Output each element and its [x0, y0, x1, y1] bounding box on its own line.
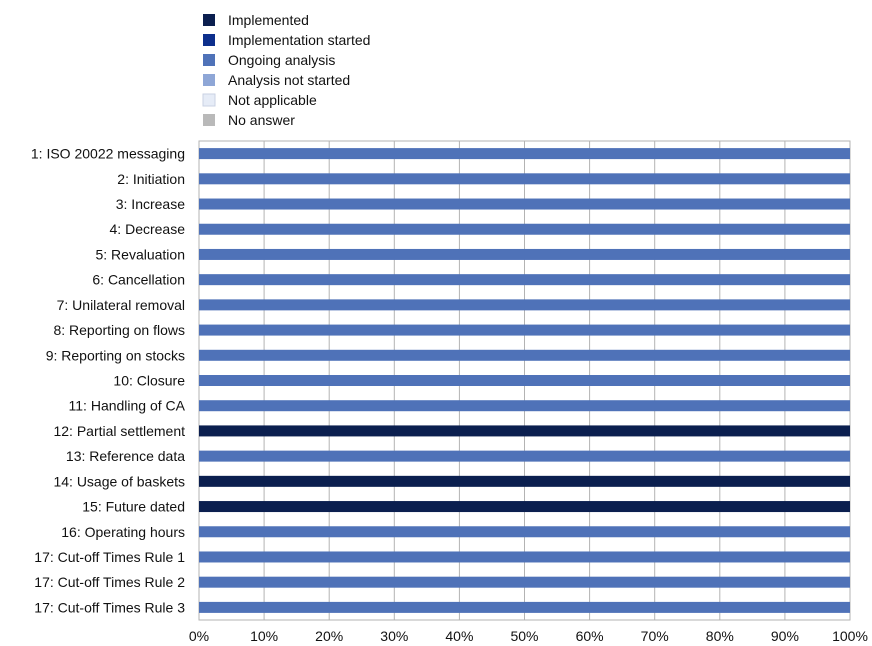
- legend-label-3: Analysis not started: [228, 72, 350, 88]
- category-label-18: 17: Cut-off Times Rule 2: [34, 574, 185, 590]
- category-label-5: 5: Revaluation: [95, 246, 185, 262]
- category-label-4: 4: Decrease: [110, 221, 186, 237]
- x-tick-label-1: 10%: [250, 628, 278, 644]
- legend-swatch-3: [203, 74, 215, 86]
- bar-11-series-2: [199, 400, 850, 412]
- category-label-11: 11: Handling of CA: [69, 398, 186, 414]
- bar-9-series-2: [199, 349, 850, 361]
- bar-10-series-2: [199, 375, 850, 386]
- category-label-6: 6: Cancellation: [92, 272, 185, 288]
- legend-swatch-0: [203, 14, 215, 26]
- bar-18-series-2: [199, 576, 850, 588]
- bar-4-series-2: [199, 223, 850, 235]
- legend-swatch-2: [203, 54, 215, 66]
- bar-17-series-2: [199, 551, 850, 563]
- bar-19-series-2: [199, 601, 850, 613]
- legend-label-2: Ongoing analysis: [228, 52, 335, 68]
- bar-14-series-0: [199, 475, 850, 487]
- x-tick-label-9: 90%: [771, 628, 799, 644]
- legend-label-5: No answer: [228, 112, 295, 128]
- bar-2-series-2: [199, 173, 850, 185]
- category-label-15: 15: Future dated: [82, 499, 185, 515]
- category-label-1: 1: ISO 20022 messaging: [31, 146, 185, 162]
- category-label-3: 3: Increase: [116, 196, 185, 212]
- category-label-10: 10: Closure: [113, 373, 185, 389]
- bar-6-series-2: [199, 274, 850, 286]
- legend-swatch-5: [203, 114, 215, 126]
- x-tick-label-6: 60%: [576, 628, 604, 644]
- bar-3-series-2: [199, 198, 850, 210]
- bar-8-series-2: [199, 324, 850, 336]
- bar-1-series-2: [199, 148, 850, 160]
- bar-12-series-0: [199, 425, 850, 437]
- legend-label-4: Not applicable: [228, 92, 317, 108]
- x-tick-label-8: 80%: [706, 628, 734, 644]
- legend-swatch-1: [203, 34, 215, 46]
- category-label-13: 13: Reference data: [66, 448, 185, 464]
- x-tick-label-7: 70%: [641, 628, 669, 644]
- x-tick-label-4: 40%: [445, 628, 473, 644]
- bar-7-series-2: [199, 299, 850, 311]
- x-tick-label-5: 50%: [510, 628, 538, 644]
- category-label-8: 8: Reporting on flows: [53, 322, 185, 338]
- legend-swatch-4: [202, 93, 216, 107]
- category-label-9: 9: Reporting on stocks: [46, 347, 185, 363]
- bar-5-series-2: [199, 248, 850, 260]
- category-label-17: 17: Cut-off Times Rule 1: [34, 549, 185, 565]
- category-label-7: 7: Unilateral removal: [57, 297, 185, 313]
- bar-13-series-2: [199, 450, 850, 462]
- bar-16-series-2: [199, 526, 850, 538]
- plot-area: [198, 140, 851, 621]
- category-label-12: 12: Partial settlement: [53, 423, 185, 439]
- legend: Implemented Implementation started Ongoing…: [202, 12, 370, 128]
- x-tick-label-3: 30%: [380, 628, 408, 644]
- category-label-16: 16: Operating hours: [61, 524, 185, 540]
- category-label-19: 17: Cut-off Times Rule 3: [34, 599, 185, 615]
- x-axis-tick-labels: 0% 10% 20% 30% 40% 50% 60% 70% 80% 90% 100%: [189, 628, 868, 644]
- category-label-2: 2: Initiation: [117, 171, 185, 187]
- legend-label-0: Implemented: [228, 12, 309, 28]
- x-tick-label-10: 100%: [832, 628, 868, 644]
- category-labels: 1: ISO 20022 messaging 2: Initiation 3: In…: [31, 146, 186, 616]
- bar-15-series-0: [199, 501, 850, 513]
- x-tick-label-0: 0%: [189, 628, 209, 644]
- legend-label-1: Implementation started: [228, 32, 370, 48]
- category-label-14: 14: Usage of baskets: [53, 473, 185, 489]
- x-tick-label-2: 20%: [315, 628, 343, 644]
